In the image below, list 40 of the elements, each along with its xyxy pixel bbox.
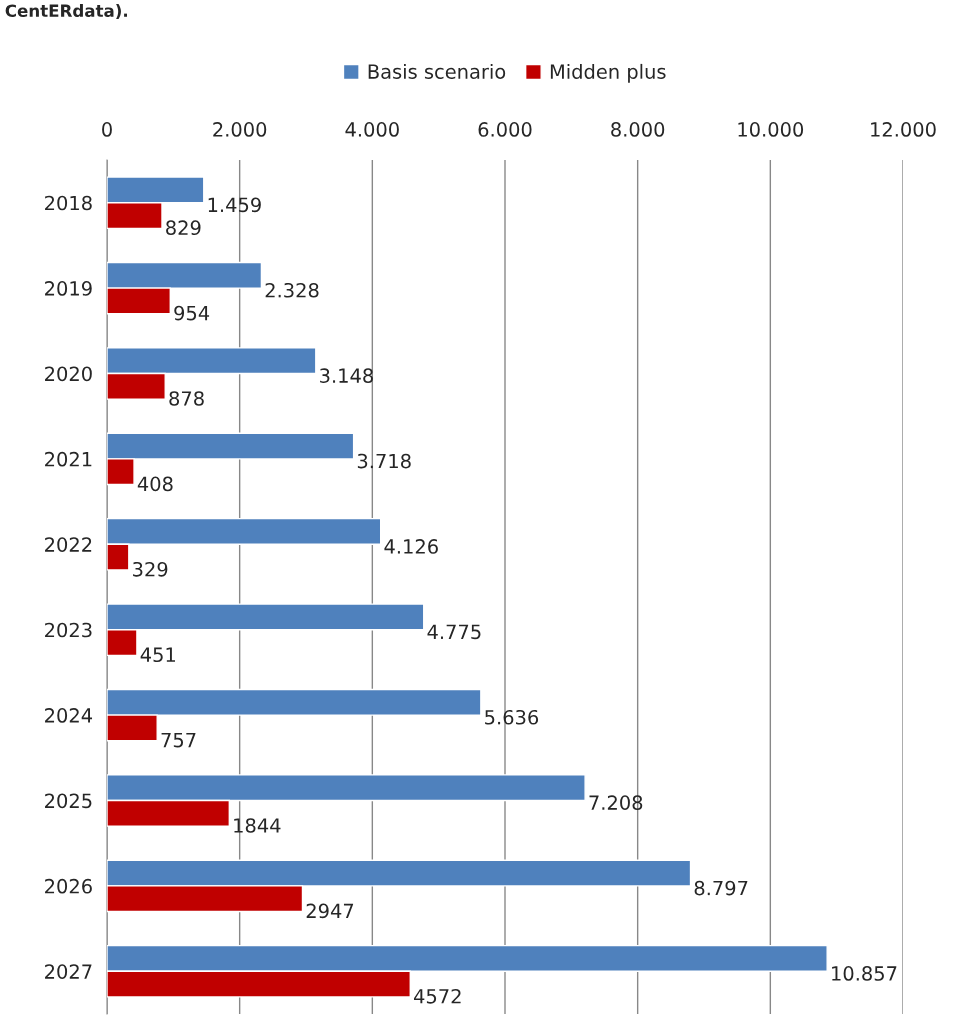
data-label: 4.126 bbox=[384, 539, 438, 554]
y-tick-label: 2021 bbox=[45, 451, 92, 467]
data-label: 878 bbox=[169, 391, 204, 406]
data-label: 10.857 bbox=[832, 966, 897, 981]
text: CentERdata). bbox=[5, 4, 128, 19]
y-tick-label: 2026 bbox=[45, 878, 92, 894]
legend-label: Midden plus bbox=[550, 63, 666, 83]
data-label: 1.459 bbox=[208, 197, 261, 213]
y-tick-label: 2023 bbox=[45, 622, 92, 638]
data-label: 4.775 bbox=[427, 624, 481, 640]
y-tick-label: 2027 bbox=[45, 964, 92, 979]
data-label: 3.148 bbox=[320, 368, 373, 383]
x-tick-label: 0 bbox=[102, 122, 112, 137]
data-label: 757 bbox=[161, 732, 196, 748]
data-label: 2.328 bbox=[265, 282, 319, 298]
y-tick-label: 2018 bbox=[45, 195, 92, 211]
legend-label: Basis scenario bbox=[368, 63, 506, 79]
data-label: 5.636 bbox=[485, 709, 539, 725]
y-tick-label: 2024 bbox=[45, 708, 93, 723]
x-tick-label: 6.000 bbox=[478, 122, 532, 137]
x-tick-label: 2.000 bbox=[213, 122, 267, 137]
data-label: 8.797 bbox=[694, 880, 748, 896]
x-tick-label: 10.000 bbox=[738, 122, 804, 137]
x-tick-label: 8.000 bbox=[611, 122, 665, 137]
data-label: 451 bbox=[140, 647, 176, 663]
data-label: 7.208 bbox=[589, 795, 643, 810]
data-label: 1844 bbox=[234, 818, 281, 833]
data-label: 4572 bbox=[414, 988, 461, 1004]
data-label: 329 bbox=[133, 561, 168, 577]
data-label: 829 bbox=[166, 220, 201, 236]
data-label: 954 bbox=[174, 305, 210, 321]
y-tick-label: 2025 bbox=[45, 793, 92, 809]
x-tick-label: 12.000 bbox=[871, 122, 936, 137]
y-tick-label: 2022 bbox=[45, 537, 92, 552]
data-label: 3.718 bbox=[357, 453, 411, 469]
y-tick-label: 2020 bbox=[45, 366, 92, 382]
y-tick-label: 2019 bbox=[45, 281, 92, 296]
data-label: 2947 bbox=[306, 903, 354, 919]
x-tick-label: 4.000 bbox=[345, 122, 399, 137]
data-label: 408 bbox=[137, 476, 173, 492]
